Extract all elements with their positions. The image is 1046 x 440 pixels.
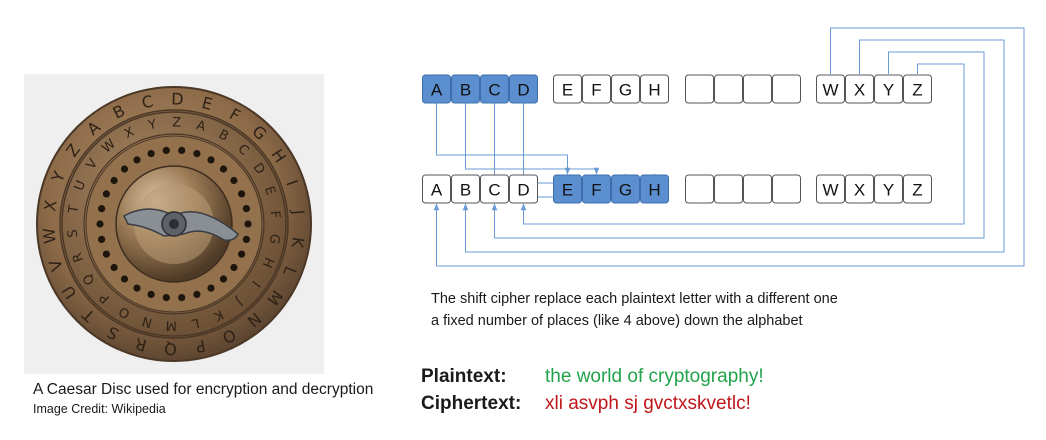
plain-letter: H	[648, 81, 660, 100]
cipher-letter: B	[460, 181, 471, 200]
ciphertext-row: Ciphertext: xli asvph sj gvctxskvetlc!	[421, 393, 751, 415]
disc-hole	[193, 291, 200, 298]
cipher-letter: F	[591, 181, 601, 200]
disc-letter: Q	[164, 339, 177, 358]
plain-letter: Z	[912, 81, 922, 100]
plain-letter: X	[854, 81, 865, 100]
shift-arrow	[495, 103, 626, 183]
cipher-letter: Y	[883, 181, 894, 200]
plain-letter: B	[460, 81, 471, 100]
disc-hole	[148, 291, 155, 298]
cipher-letter-box	[773, 175, 801, 203]
plain-letter-box	[715, 75, 743, 103]
plain-letter: G	[619, 81, 632, 100]
ciphertext-label: Ciphertext:	[421, 393, 545, 415]
plaintext-value: the world of cryptography!	[545, 366, 764, 387]
wrap-arrow	[466, 40, 1005, 252]
cipher-letter: D	[517, 181, 529, 200]
plain-letter: W	[822, 81, 838, 100]
plain-letter-box	[773, 75, 801, 103]
cipher-letter-box	[686, 175, 714, 203]
cipher-letter: A	[431, 181, 443, 200]
shift-arrow	[466, 103, 597, 174]
cipher-letter: C	[488, 181, 500, 200]
cipher-letter: X	[854, 181, 865, 200]
plain-letter: Y	[883, 81, 894, 100]
cipher-letter: E	[562, 181, 573, 200]
shift-arrow	[437, 103, 568, 174]
cipher-letter: G	[619, 181, 632, 200]
plaintext-row: Plaintext: the world of cryptography!	[421, 366, 764, 388]
plain-letter-box	[686, 75, 714, 103]
cipher-letter-box	[715, 175, 743, 203]
plain-letter: E	[562, 81, 573, 100]
ciphertext-value: xli asvph sj gvctxskvetlc!	[545, 393, 751, 414]
description-line-1: The shift cipher replace each plaintext …	[431, 291, 838, 307]
disc-hole	[178, 294, 185, 301]
cipher-letter-box	[744, 175, 772, 203]
description-line-2: a fixed number of places (like 4 above) …	[431, 313, 803, 329]
plaintext-label: Plaintext:	[421, 366, 545, 388]
disc-hole	[163, 294, 170, 301]
shift-cipher-diagram: A B C D E F G H W X Y ZA B C D E F G H W X Y Z	[0, 0, 1046, 290]
plain-letter: F	[591, 81, 601, 100]
plain-letter: D	[517, 81, 529, 100]
disc-caption: A Caesar Disc used for encryption and de…	[33, 381, 373, 399]
plain-letter: A	[431, 81, 443, 100]
plain-letter: C	[488, 81, 500, 100]
cipher-letter: H	[648, 181, 660, 200]
image-credit: Image Credit: Wikipedia	[33, 402, 166, 416]
disc-letter: M	[165, 317, 177, 332]
cipher-letter: W	[822, 181, 838, 200]
cipher-letter: Z	[912, 181, 922, 200]
plain-letter-box	[744, 75, 772, 103]
